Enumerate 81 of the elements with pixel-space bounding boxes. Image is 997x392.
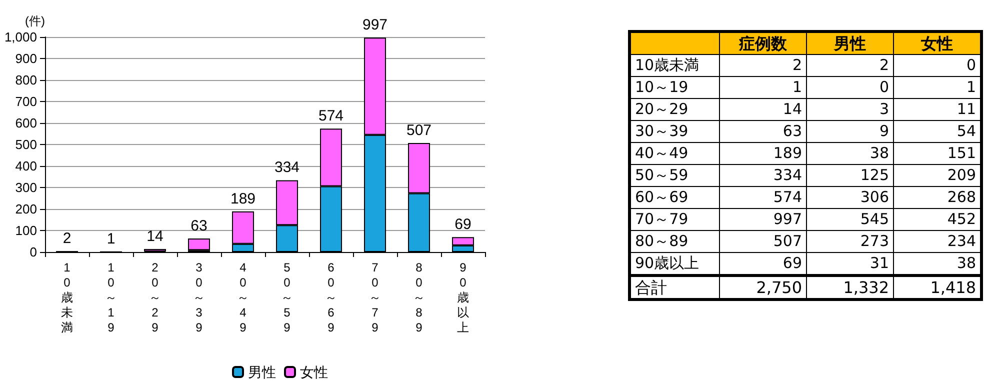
text: 30～39 [630, 120, 720, 142]
text: 男性 [806, 32, 894, 54]
text: 2 [720, 54, 806, 76]
text: 125 [806, 164, 894, 186]
legend-label: 女性 [300, 364, 328, 380]
total-label: 2 [62, 230, 72, 248]
text: 31 [806, 252, 894, 276]
text: 268 [894, 186, 982, 208]
text: 306 [806, 186, 894, 208]
total-label: 63 [190, 217, 208, 234]
text: 50～59 [630, 164, 720, 186]
text: 9 [806, 120, 894, 142]
x-tick-label: 20～29 [149, 260, 161, 334]
text: 574 [720, 186, 806, 208]
x-tick-label: 40～49 [237, 260, 249, 334]
x-tick-label: 10～19 [105, 260, 117, 334]
text: 1,418 [894, 276, 982, 300]
y-tick-label: 1,000 [4, 30, 37, 44]
text: 60～69 [630, 186, 720, 208]
text: 1 [894, 76, 982, 98]
text: 11 [894, 98, 982, 120]
text: 症例数 [720, 32, 806, 54]
total-label: 507 [406, 122, 432, 139]
text: 151 [894, 142, 982, 164]
x-tick-label: 80～89 [413, 260, 425, 334]
text: 545 [806, 208, 894, 230]
y-tick-label: 800 [15, 72, 37, 88]
text: 997 [720, 208, 806, 230]
y-tick-label: 900 [15, 51, 37, 66]
text: 452 [894, 208, 982, 230]
text: 0 [894, 54, 982, 76]
text: 38 [806, 142, 894, 164]
text: 2,750 [720, 276, 806, 300]
text: 54 [894, 120, 982, 142]
text: 234 [894, 230, 982, 252]
text: 40～49 [630, 142, 720, 164]
y-tick-label: 400 [15, 158, 37, 174]
y-tick-label: 300 [15, 180, 37, 195]
text: 20～29 [630, 98, 720, 120]
text: 63 [720, 120, 806, 142]
text: 70～79 [630, 208, 720, 230]
total-label: 189 [230, 190, 256, 208]
y-tick-label: 0 [30, 244, 37, 260]
y-tick-label: 600 [15, 116, 37, 130]
x-tick-label: 50～59 [281, 260, 293, 334]
total-label: 69 [454, 216, 472, 234]
x-tick-label: 70～79 [369, 260, 381, 334]
text: 80～89 [630, 230, 720, 252]
text: 女性 [894, 32, 982, 54]
text: 189 [720, 142, 806, 164]
text: 2 [806, 54, 894, 76]
text: 38 [894, 252, 982, 276]
x-tick-label: 90歳以上 [457, 260, 469, 334]
total-label: 14 [146, 228, 164, 245]
legend-label: 男性 [248, 364, 276, 380]
text: 合計 [630, 276, 720, 300]
y-tick-label: 700 [15, 94, 37, 109]
total-label: 334 [274, 159, 300, 176]
text: 10～19 [630, 76, 720, 98]
x-tick-label: 10歳未満 [61, 260, 73, 334]
text: 209 [894, 164, 982, 186]
total-label: 997 [362, 16, 388, 34]
y-tick-label: 100 [15, 223, 37, 238]
text: 3 [806, 98, 894, 120]
text: 1 [720, 76, 806, 98]
y-tick-label: 500 [15, 137, 37, 152]
bar [188, 238, 210, 250]
y-tick-label: 200 [15, 202, 37, 216]
total-label: 574 [318, 108, 344, 125]
text: 0 [806, 76, 894, 98]
x-tick-label: 60～69 [325, 260, 337, 334]
text: 507 [720, 230, 806, 252]
total-label: 1 [106, 230, 116, 248]
text: 69 [720, 252, 806, 276]
text: 14 [720, 98, 806, 120]
text: 273 [806, 230, 894, 252]
x-tick-label: 30～39 [193, 260, 205, 334]
text: 334 [720, 164, 806, 186]
y-axis-title: (件) [25, 14, 45, 28]
text: 1,332 [806, 276, 894, 300]
text: 10歳未満 [630, 54, 720, 76]
